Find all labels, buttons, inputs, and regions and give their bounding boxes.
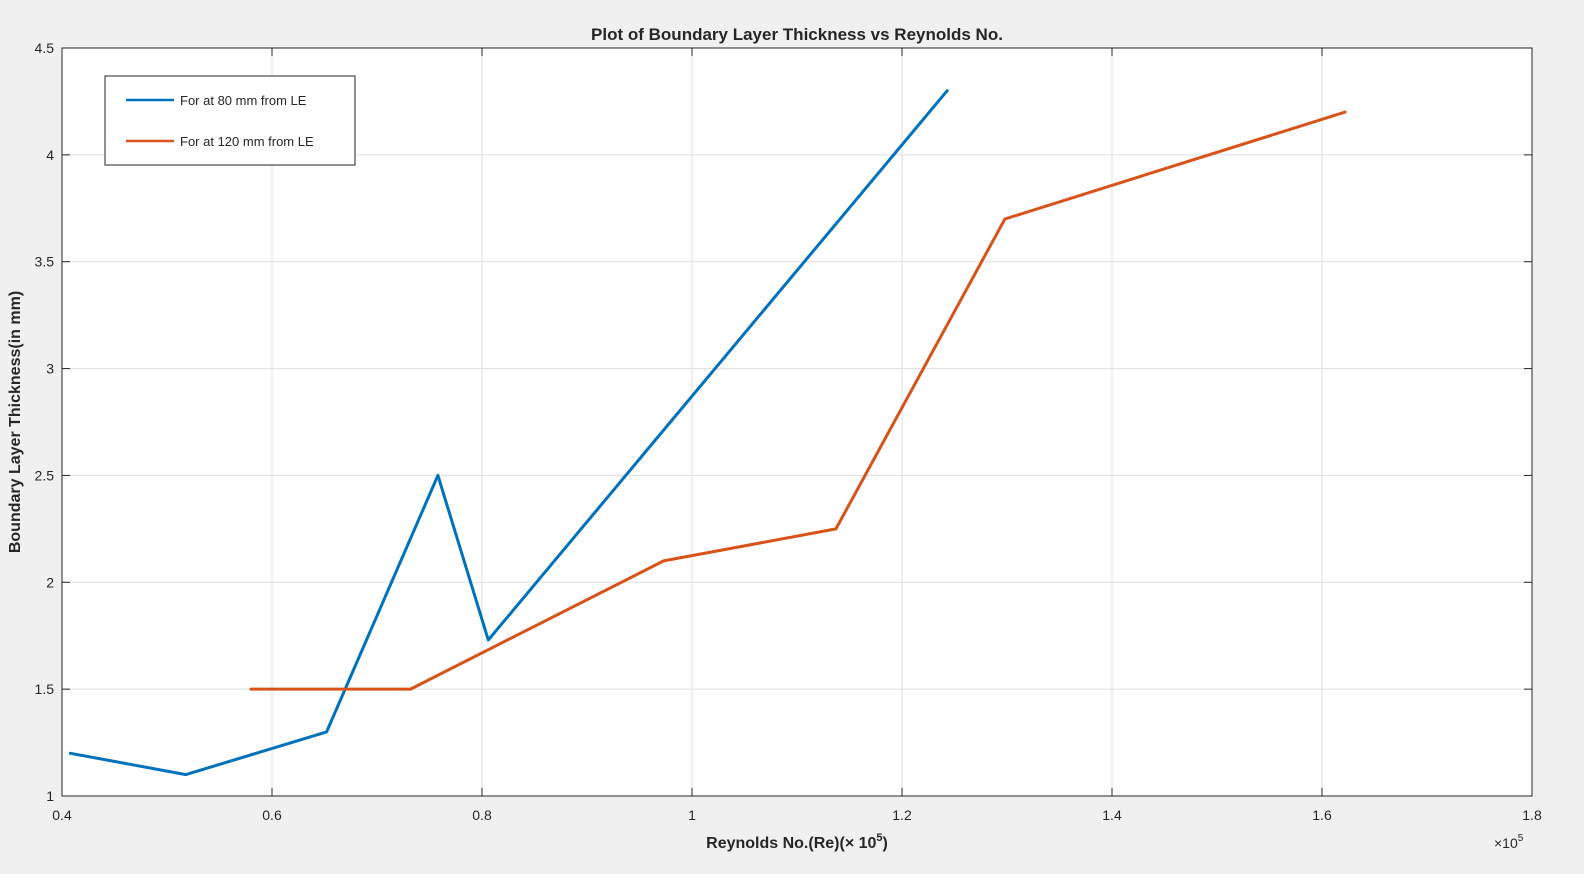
x-tick-label: 0.6: [262, 807, 282, 823]
legend-box: [104, 75, 356, 166]
series-line-1: [68, 89, 949, 777]
legend: For at 80 mm from LE For at 120 mm from …: [104, 75, 356, 166]
x-axis-label: Reynolds No.(Re)(× 105): [706, 832, 888, 852]
legend-label-series-1: For at 80 mm from LE: [180, 93, 307, 108]
x-tick-label: 1: [688, 807, 696, 823]
chart-title: Plot of Boundary Layer Thickness vs Reyn…: [591, 25, 1003, 44]
x-tick-label: 1.2: [892, 807, 912, 823]
y-tick-label: 2: [46, 574, 54, 590]
y-tick-label: 3: [46, 361, 54, 377]
y-tick-label: 4.5: [35, 40, 55, 56]
y-axis-label: Boundary Layer Thickness(in mm): [7, 291, 24, 553]
x-tick-label: 1.8: [1522, 807, 1542, 823]
y-tick-label: 2.5: [35, 467, 55, 483]
y-tick-label: 4: [46, 147, 54, 163]
ticks: 0.4 0.6 0.8 1 1.2 1.4 1.6 1.8 1 1.5 2 2.5 3 3.5 4 4.5: [35, 40, 1542, 823]
y-tick-label: 3.5: [35, 254, 55, 270]
y-tick-label: 1: [46, 788, 54, 804]
x-tick-label: 0.4: [52, 807, 72, 823]
axes-box: [61, 47, 1533, 797]
plot-area: [62, 48, 1532, 796]
x-axis-multiplier: ×105: [1494, 833, 1524, 851]
series-line-2: [249, 110, 1347, 691]
x-tick-label: 1.6: [1312, 807, 1332, 823]
legend-label-series-2: For at 120 mm from LE: [180, 134, 314, 149]
x-tick-label: 1.4: [1102, 807, 1122, 823]
series-layer: [68, 89, 1347, 777]
y-tick-label: 1.5: [35, 681, 55, 697]
x-tick-label: 0.8: [472, 807, 492, 823]
